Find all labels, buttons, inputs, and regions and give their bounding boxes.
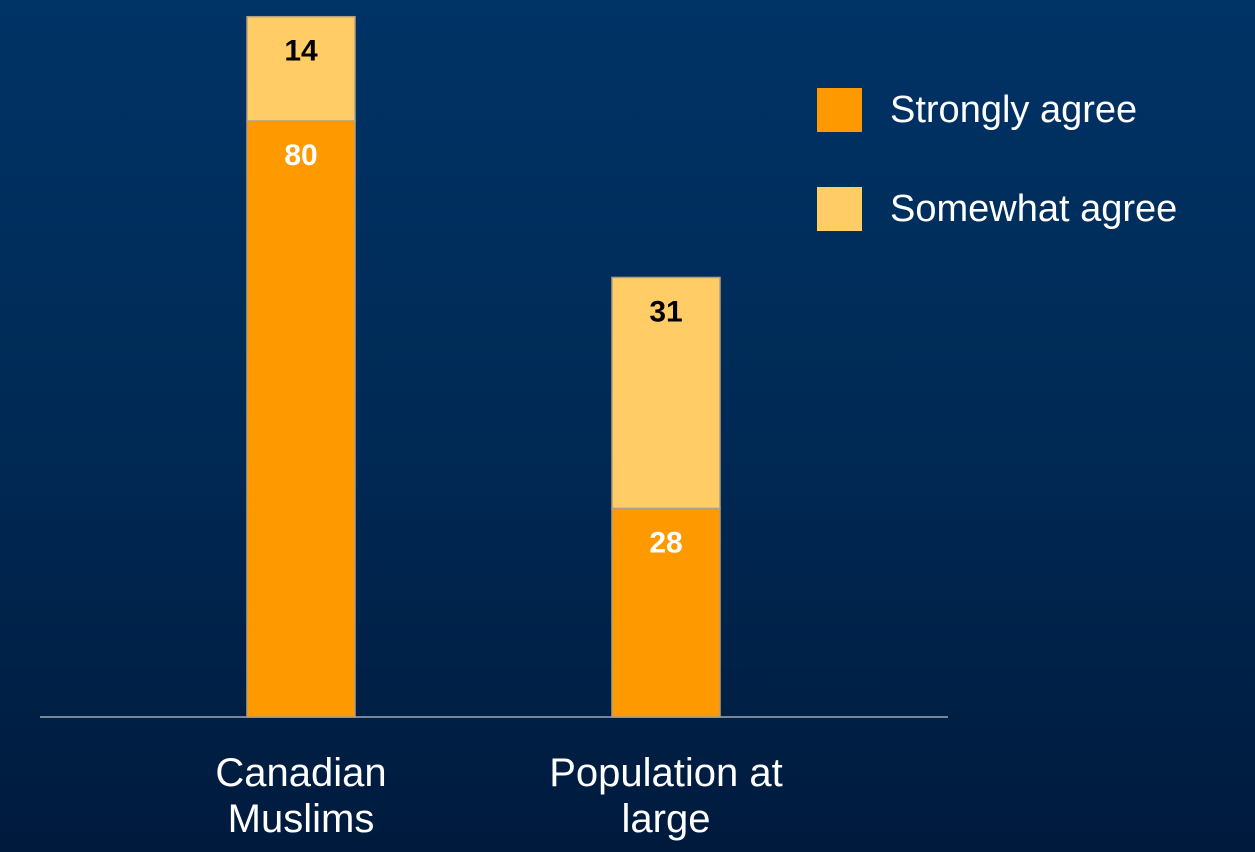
legend-label: Somewhat agree [890,188,1178,230]
bar-segment [611,507,721,718]
x-tick-label: Canadian Muslims [215,751,387,841]
legend-swatch [817,187,862,231]
legend-label: Strongly agree [890,89,1138,131]
data-label: 14 [284,35,318,68]
legend-swatch [817,88,862,132]
data-label: 28 [649,526,682,559]
bar-segment [246,120,356,718]
x-tick-label: Population at large [549,751,783,841]
data-label: 80 [284,139,317,172]
data-label: 31 [649,295,682,328]
bar-segment [611,276,721,510]
bar-segment [246,15,356,122]
